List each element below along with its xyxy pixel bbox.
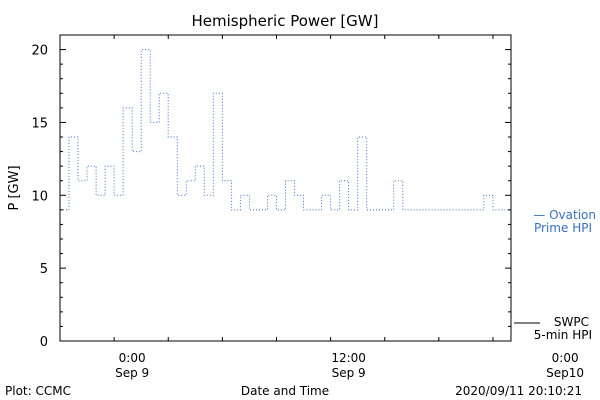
y-tick-label: 15 — [31, 116, 48, 131]
x-axis-label: Date and Time — [241, 384, 329, 398]
legend: — Ovation Prime HPI SWPC 5-min HPI — [514, 208, 596, 342]
y-tick-label: 10 — [31, 189, 48, 204]
x-tick-label-date: Sep10 — [546, 366, 584, 380]
series-line-ovation-prime-hpi — [60, 49, 511, 211]
footer-right: 2020/09/11 20:10:21 — [455, 384, 582, 398]
legend-ovation-line2: Prime HPI — [534, 221, 592, 235]
series-line-swpc-hpi — [565, 79, 600, 210]
footer-left: Plot: CCMC — [5, 384, 71, 398]
y-tick-label: 5 — [40, 262, 48, 277]
legend-swpc-line2: 5-min HPI — [534, 328, 592, 342]
x-tick-label-time: 0:00 — [119, 351, 146, 365]
y-tick-label: 0 — [40, 335, 48, 350]
plot-frame — [59, 34, 512, 342]
x-tick-label-date: Sep 9 — [115, 366, 149, 380]
x-tick-label-time: 0:00 — [552, 351, 579, 365]
legend-ovation-line1: — Ovation — [533, 208, 596, 222]
legend-swpc-line1: SWPC — [554, 315, 589, 329]
chart-title: Hemispheric Power [GW] — [192, 12, 379, 30]
y-axis: 0 5 10 15 20 — [31, 34, 511, 350]
y-axis-label: P [GW] — [7, 165, 22, 210]
y-tick-label: 20 — [31, 44, 48, 59]
x-tick-label-time: 12:00 — [331, 351, 366, 365]
x-tick-label-date: Sep 9 — [332, 366, 366, 380]
